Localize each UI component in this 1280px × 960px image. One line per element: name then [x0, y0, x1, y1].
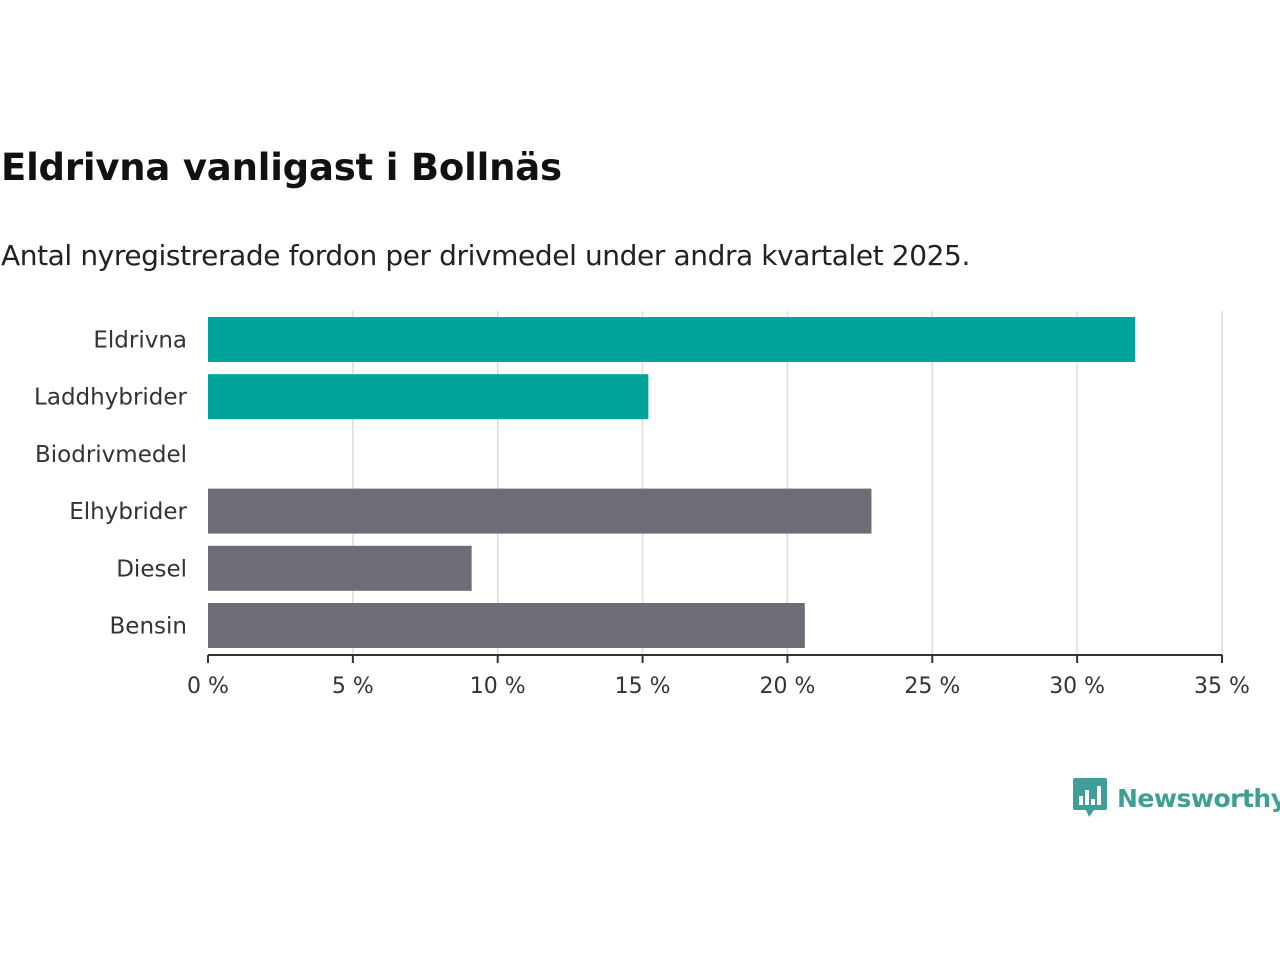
category-label: Eldrivna: [93, 328, 187, 354]
bar-bensin: [208, 603, 805, 648]
bar-laddhybrider: [208, 374, 649, 420]
category-label: Laddhybrider: [34, 385, 187, 411]
grid-lines: [352, 311, 1223, 655]
brand-logo: Newsworthy: [1072, 776, 1280, 820]
x-tick-label: 0 %: [187, 674, 229, 699]
bar-eldrivna: [208, 317, 1136, 362]
bar-diesel: [208, 545, 472, 591]
bars: [208, 317, 1136, 648]
x-tick-label: 35 %: [1194, 674, 1250, 699]
bar-chart-speech-bubble-icon: [1073, 778, 1107, 817]
brand-name: Newsworthy: [1117, 783, 1280, 813]
x-tick-label: 15 %: [615, 674, 671, 699]
category-label: Diesel: [116, 556, 187, 582]
x-tick-label: 10 %: [470, 674, 526, 699]
x-tick-label: 5 %: [332, 674, 374, 699]
category-label: Biodrivmedel: [35, 442, 187, 468]
category-labels: Eldrivna Laddhybrider Biodrivmedel Elhybrid…: [34, 328, 187, 640]
category-label: Bensin: [110, 614, 187, 640]
bar-chart: Eldrivna Laddhybrider Biodrivmedel Elhybrid…: [34, 311, 1250, 699]
x-axis: 0 % 5 % 10 % 15 % 20 % 25 % 30 % 35 %: [187, 654, 1250, 699]
x-tick-label: 25 %: [904, 674, 960, 699]
chart-subtitle: Antal nyregistrerade fordon per drivmede…: [1, 239, 970, 272]
x-tick-label: 20 %: [759, 674, 815, 699]
x-tick-label: 30 %: [1049, 674, 1105, 699]
category-label: Elhybrider: [69, 499, 187, 525]
chart-title: Eldrivna vanligast i Bollnäs: [1, 146, 562, 189]
bar-elhybrider: [208, 488, 872, 534]
